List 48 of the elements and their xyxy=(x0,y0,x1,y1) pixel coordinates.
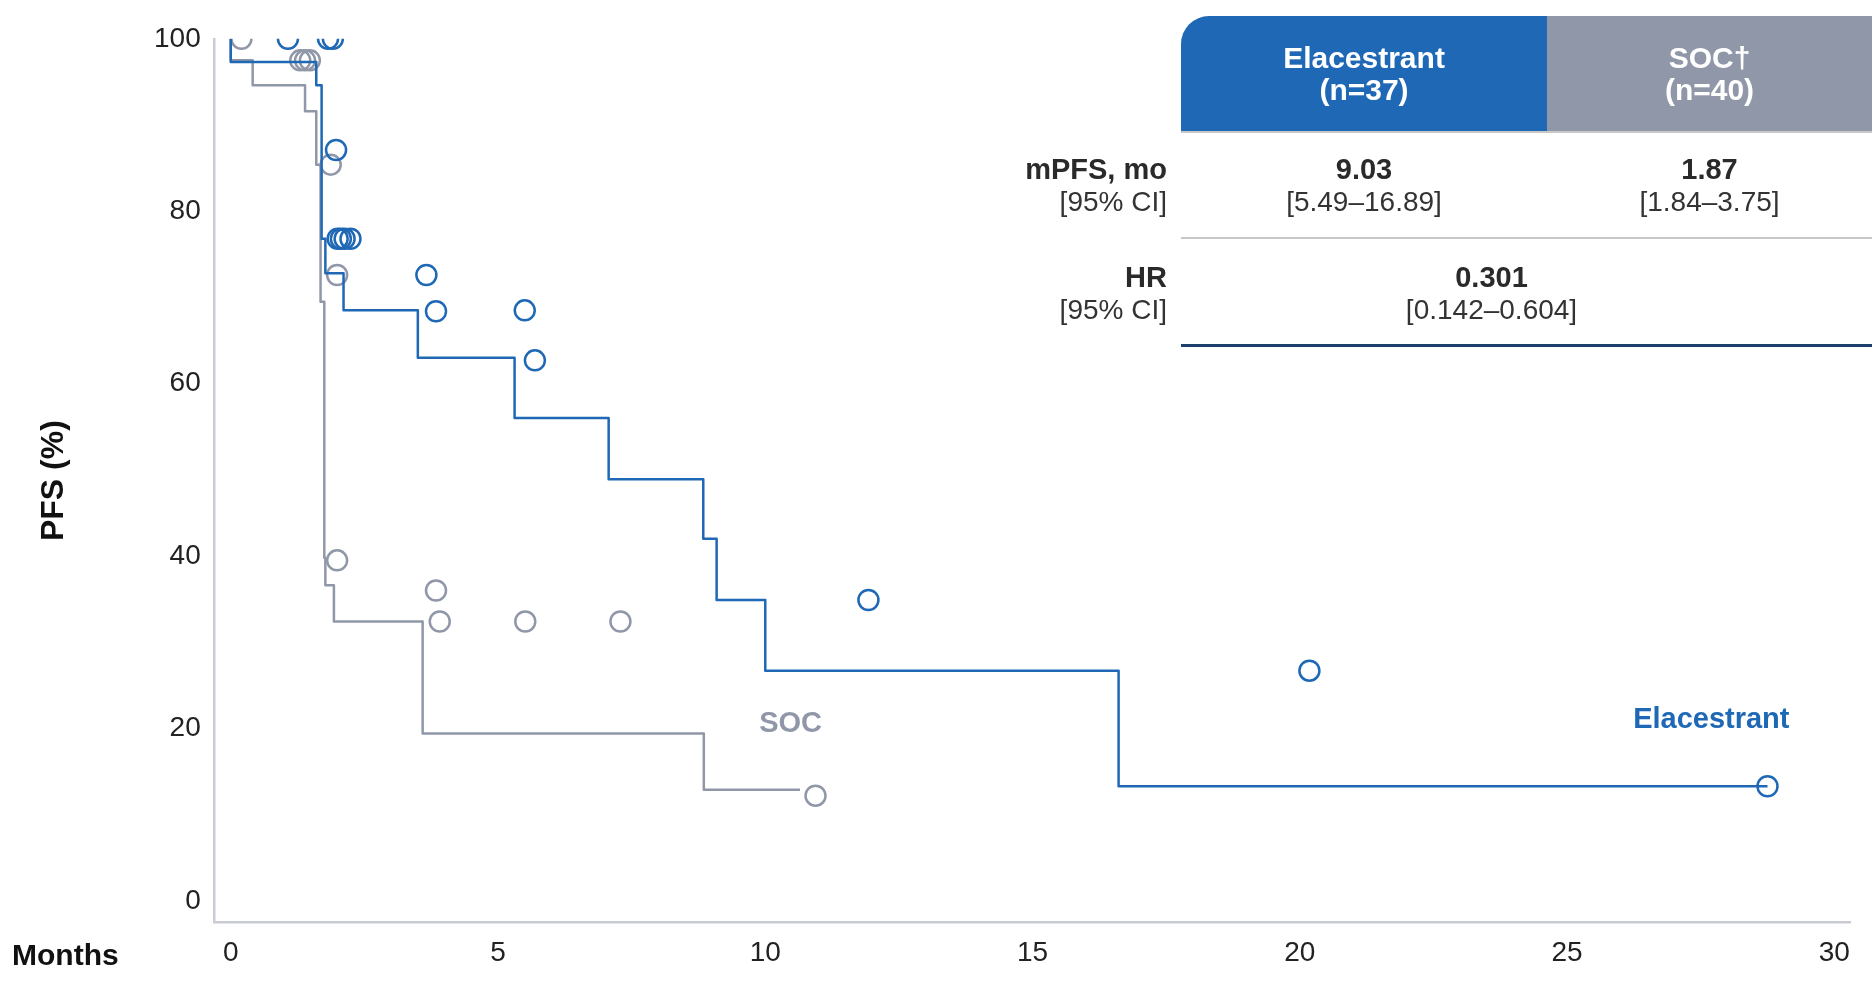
point xyxy=(298,49,322,72)
point xyxy=(1756,774,1779,798)
annotation: [1.84–3.75] xyxy=(1638,185,1781,218)
annotation: Elacestrant (n=37) xyxy=(1181,16,1547,131)
annotation: mPFS, mo xyxy=(1024,152,1167,186)
annotation: HR xyxy=(1124,260,1167,294)
point xyxy=(325,549,349,572)
point xyxy=(339,227,362,251)
x-tick-label: 15 xyxy=(1016,935,1049,967)
x-tick-label: 0 xyxy=(222,935,239,967)
point xyxy=(415,263,438,287)
point xyxy=(424,299,448,323)
point xyxy=(523,349,547,372)
point xyxy=(513,299,536,322)
annotation: [95% CI] xyxy=(1058,293,1167,326)
x-tick-label: 10 xyxy=(749,935,781,967)
annotation: 1.87 xyxy=(1680,152,1739,186)
series-label: SOC xyxy=(759,705,823,738)
point xyxy=(324,138,348,162)
y-tick-label: 100 xyxy=(154,21,201,53)
y-tick-label: 40 xyxy=(169,538,201,570)
point xyxy=(288,49,312,72)
annotation: [0.142–0.604] xyxy=(1404,293,1579,326)
y-tick-label: 80 xyxy=(169,193,201,225)
point xyxy=(514,610,537,633)
point xyxy=(428,610,451,633)
point xyxy=(609,610,632,633)
point xyxy=(804,784,827,807)
point xyxy=(293,49,317,72)
x-tick-label: 30 xyxy=(1818,935,1850,967)
y-tick-label: 60 xyxy=(169,366,201,398)
table-header: Elacestrant (n=37) SOC† (n=40) xyxy=(1181,16,1872,131)
x-tick-label: 25 xyxy=(1551,935,1583,967)
series-label: Elacestrant xyxy=(1633,702,1790,735)
point xyxy=(1298,659,1321,682)
point xyxy=(857,588,880,612)
x-tick-label: 5 xyxy=(490,935,506,967)
y-tick-label: 20 xyxy=(169,711,201,743)
point xyxy=(424,579,448,602)
annotation: [5.49–16.89] xyxy=(1285,185,1443,218)
x-tick-label: 20 xyxy=(1284,935,1316,967)
annotation: [95% CI] xyxy=(1058,185,1167,218)
y-axis-title: PFS (%) xyxy=(33,420,70,542)
annotation: 0.301 xyxy=(1454,260,1529,294)
x-axis-title: Months xyxy=(12,937,119,971)
annotation: SOC† (n=40) xyxy=(1547,16,1872,131)
annotation: 9.03 xyxy=(1334,152,1394,186)
y-tick-label: 0 xyxy=(185,883,201,915)
